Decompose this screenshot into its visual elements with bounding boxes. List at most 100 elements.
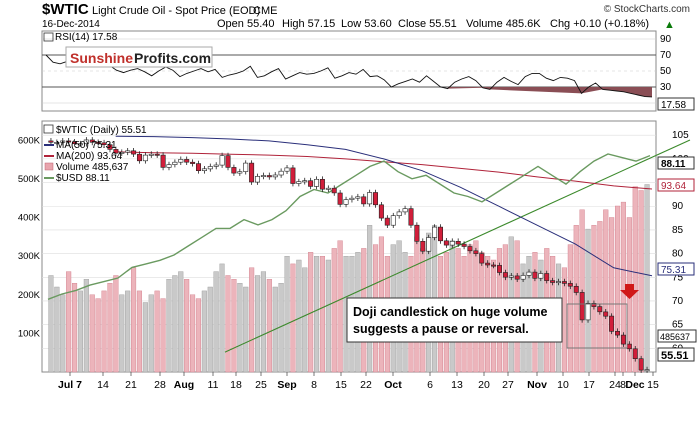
volume-bar xyxy=(314,256,320,373)
candle-body xyxy=(260,175,266,178)
candle-body xyxy=(455,241,461,245)
price-tick-label: 80 xyxy=(672,249,684,260)
rsi-value-box xyxy=(657,97,695,111)
x-tick-label: 21 xyxy=(125,379,137,391)
volume-bar xyxy=(107,283,113,373)
x-tick-label: 14 xyxy=(97,379,109,391)
candle-body xyxy=(66,140,72,143)
x-tick-label: 28 xyxy=(154,379,166,391)
volume-bar xyxy=(225,275,231,373)
volume-value-tag xyxy=(657,329,697,343)
volume-bar xyxy=(644,184,650,373)
candle-body xyxy=(184,159,190,163)
candle-body xyxy=(77,143,83,146)
volume-bar xyxy=(284,256,290,373)
candle-body xyxy=(626,343,632,350)
candle-body xyxy=(514,275,520,280)
price-tick-label: 105 xyxy=(672,130,689,141)
legend-title: $WTIC (Daily) 55.51 xyxy=(56,125,147,136)
volume-bar xyxy=(89,294,95,373)
volume-bar xyxy=(249,267,255,373)
x-tick-label: 8 xyxy=(620,379,626,391)
right-value-tags: 88.11 93.64 75.31 485637 55.51 xyxy=(657,156,697,362)
candle-body xyxy=(284,167,290,172)
ma200-value-label: 93.64 xyxy=(661,181,686,192)
candle-body xyxy=(461,243,467,247)
volume-bar xyxy=(319,256,326,373)
volume-bar xyxy=(125,290,131,373)
candle-body xyxy=(443,240,449,246)
candle-body xyxy=(83,139,89,144)
candle-body xyxy=(160,154,166,168)
candle-body xyxy=(502,272,508,278)
price-tick-label: 85 xyxy=(672,225,684,236)
candle-body xyxy=(243,162,249,172)
volume-tick-label: 200K xyxy=(18,290,41,301)
volume-value-label: 485637 xyxy=(660,332,690,342)
high-value: High 57.15 xyxy=(282,18,335,30)
candle-body xyxy=(219,155,225,166)
candle-body xyxy=(550,280,556,283)
volume-bar xyxy=(337,240,343,373)
candle-body xyxy=(125,150,131,153)
candle-body xyxy=(272,174,278,178)
ma50-value-label: 75.31 xyxy=(661,265,686,276)
open-value: Open 55.40 xyxy=(217,18,275,30)
x-tick-label: 17 xyxy=(583,379,595,391)
candle-body xyxy=(396,211,402,216)
annotation-line2: suggests a pause or reversal. xyxy=(353,322,529,336)
volume-bar xyxy=(83,279,89,373)
volume-bar xyxy=(113,275,119,373)
volume-bar xyxy=(160,298,166,373)
candle-body xyxy=(479,253,485,264)
volume-bar xyxy=(609,217,615,373)
price-tick-label: 70 xyxy=(672,296,684,307)
x-tick-label: Oct xyxy=(384,379,402,391)
trendline-support xyxy=(224,139,691,353)
volume-bar xyxy=(119,294,125,373)
candle-body xyxy=(313,179,319,187)
volume-bar xyxy=(71,283,78,373)
volume-tick-label: 300K xyxy=(18,251,41,262)
candle-body xyxy=(302,180,308,183)
rsi-oversold-fill xyxy=(447,87,652,97)
volume-bar xyxy=(573,225,579,373)
candle-body xyxy=(609,315,615,332)
candle-body xyxy=(95,142,101,144)
candle-body xyxy=(485,262,491,266)
rsi-value-label: 17.58 xyxy=(661,100,686,111)
volume-axis: 600K 500K 400K 300K 200K 100K xyxy=(18,135,41,339)
candle-body xyxy=(561,281,567,284)
candle-body xyxy=(591,302,597,307)
candle-body xyxy=(544,273,550,281)
candle-body xyxy=(567,283,573,287)
volume-bar xyxy=(148,294,154,373)
candle-body xyxy=(237,171,243,174)
candle-body xyxy=(154,153,160,156)
header-date: 16-Dec-2014 xyxy=(42,19,100,30)
candle-body xyxy=(48,140,54,143)
candle-body xyxy=(402,208,408,213)
candle-body xyxy=(355,196,361,199)
candle-body xyxy=(638,358,644,371)
x-tick-label: 27 xyxy=(502,379,514,391)
volume-bar xyxy=(325,259,331,373)
volume-bar xyxy=(597,221,603,373)
ma50-line xyxy=(115,135,653,277)
volume-bar xyxy=(189,294,196,373)
volume-bar xyxy=(207,286,213,373)
volume-bar xyxy=(101,290,107,373)
candle-body xyxy=(526,271,532,276)
down-arrow-icon xyxy=(620,284,639,299)
close-value: Close 55.51 xyxy=(398,18,457,30)
candle-body xyxy=(178,159,184,163)
x-tick-label: 18 xyxy=(230,379,242,391)
candle-body xyxy=(308,180,314,187)
ma50-value-tag xyxy=(657,262,695,276)
candle-body xyxy=(166,164,172,168)
candle-body xyxy=(538,273,544,279)
candle-body xyxy=(190,161,196,164)
usd-line xyxy=(47,153,651,300)
volume-bar xyxy=(591,225,597,373)
candle-body xyxy=(349,197,355,200)
